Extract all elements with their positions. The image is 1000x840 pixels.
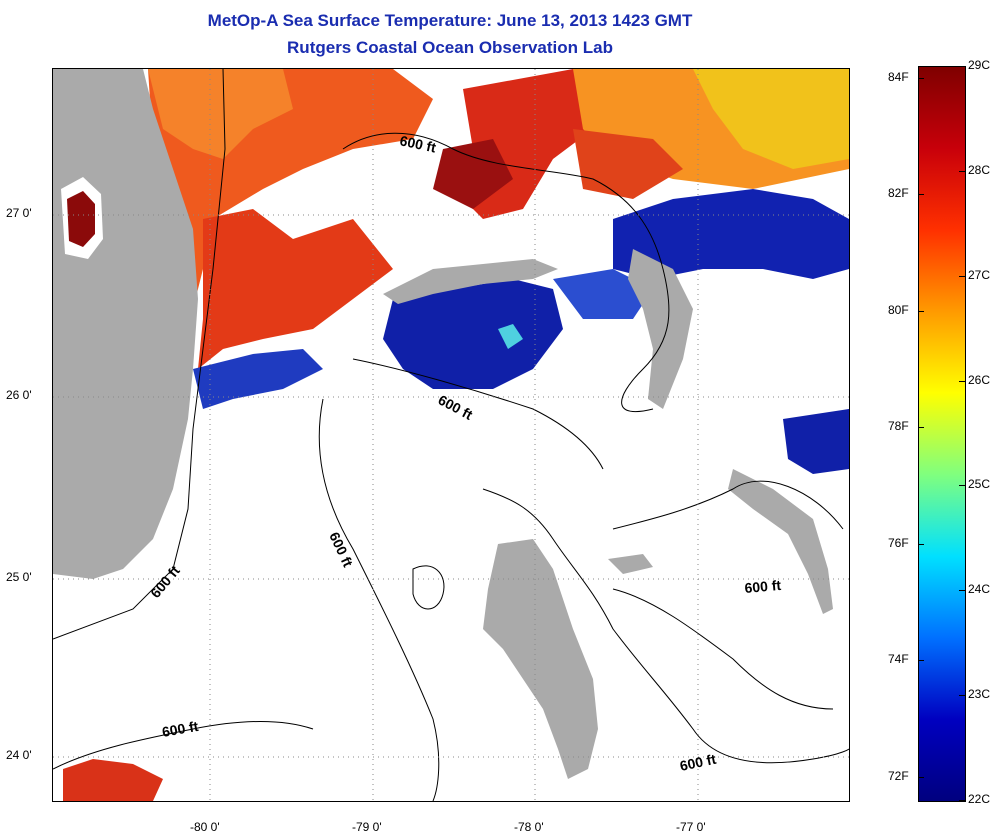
- land-exuma-bank: [608, 554, 653, 574]
- contour-sw-island: [412, 565, 445, 610]
- colorbar-celsius-tick: [959, 66, 965, 67]
- contour-andros-west: [482, 488, 849, 764]
- colorbar-celsius-tick: [959, 380, 965, 382]
- sst-cold-field: [193, 189, 849, 474]
- sst-patch-yellow-ne: [693, 69, 849, 169]
- colorbar-fahrenheit-label: 84F: [888, 69, 909, 84]
- colorbar-fahrenheit-tick: [918, 427, 924, 429]
- colorbar-celsius-label: 25C: [968, 477, 991, 492]
- sst-patch-cyan-speck: [498, 324, 523, 349]
- colorbar-fahrenheit-label: 76F: [888, 535, 909, 550]
- colorbar-fahrenheit-tick: [918, 776, 924, 778]
- lat-tick-label: 26 0': [6, 388, 32, 402]
- colorbar-fahrenheit-label: 78F: [888, 419, 909, 434]
- lon-tick-label: -77 0': [676, 820, 706, 834]
- sst-warm-field: [148, 69, 849, 369]
- land-grand-bahama: [383, 259, 558, 304]
- colorbar-celsius-label: 23C: [968, 687, 991, 702]
- contour-florida-shelf: [53, 69, 226, 640]
- colorbar-celsius-label: 22C: [968, 792, 991, 806]
- colorbar-fahrenheit-label: 72F: [888, 768, 909, 783]
- colorbar-celsius-label: 24C: [968, 582, 991, 597]
- contour-keys: [53, 721, 314, 770]
- sst-patch-coastal-red: [198, 209, 393, 369]
- sst-patch-blue-se: [783, 409, 849, 474]
- map-subtitle: Rutgers Coastal Ocean Observation Lab: [287, 38, 613, 57]
- sst-patch-red-mid: [573, 129, 683, 199]
- colorbar-celsius-tick: [959, 485, 965, 487]
- sst-patch-nw-orange: [148, 69, 293, 159]
- colorbar-celsius-label: 27C: [968, 267, 991, 282]
- contour-tongue: [318, 398, 440, 801]
- lon-tick-label: -79 0': [352, 820, 382, 834]
- contour-label-600ft: 600 ft: [678, 751, 717, 774]
- colorbar-fahrenheit-tick: [918, 310, 924, 312]
- graticule: [53, 69, 849, 801]
- contour-label-600ft: 600 ft: [147, 562, 183, 601]
- colorbar-fahrenheit-label: 82F: [888, 186, 909, 201]
- contour-exuma: [612, 480, 844, 530]
- contour-label-600ft: 600 ft: [161, 718, 200, 740]
- lat-tick-label: 27 0': [6, 206, 32, 220]
- colorbar-fahrenheit-label: 74F: [888, 652, 909, 667]
- contour-se-shelf: [612, 588, 834, 710]
- lon-tick-label: -78 0': [514, 820, 544, 834]
- colorbar-celsius-label: 28C: [968, 162, 991, 177]
- sst-patch-blue-mid: [553, 269, 653, 319]
- isobath-contours: [53, 69, 849, 801]
- contour-gb-south: [352, 358, 604, 470]
- colorbar-celsius-label: 29C: [968, 58, 991, 72]
- contour-label-600ft: 600 ft: [744, 577, 782, 596]
- map-title: MetOp-A Sea Surface Temperature: June 13…: [207, 11, 693, 30]
- lat-tick-label: 24 0': [6, 748, 32, 762]
- colorbar-celsius-tick: [959, 590, 965, 592]
- colorbar-celsius-label: 26C: [968, 372, 991, 387]
- sst-patch-blue-coastal: [193, 349, 323, 409]
- colorbar-fahrenheit-tick: [918, 77, 924, 79]
- colorbar-fahrenheit-tick: [918, 660, 924, 662]
- colorbar-celsius-tick: [959, 695, 965, 697]
- lon-tick-label: -80 0': [190, 820, 220, 834]
- land-eleuthera: [728, 469, 833, 614]
- land-masses: [53, 69, 833, 779]
- colorbar-celsius-tick: [959, 170, 965, 172]
- sst-patch-dark-red: [433, 139, 513, 209]
- sst-patch-blue-central: [383, 279, 563, 389]
- contour-label-600ft: 600 ft: [436, 392, 476, 423]
- land-lake-hot: [67, 191, 95, 247]
- colorbar-fahrenheit-tick: [918, 194, 924, 196]
- colorbar-celsius-tick: [959, 275, 965, 277]
- lat-tick-label: 25 0': [6, 570, 32, 584]
- sst-map-canvas: 600 ft 600 ft 600 ft 600 ft 600 ft 600 f…: [53, 69, 849, 801]
- colorbar-fahrenheit-tick: [918, 543, 924, 545]
- sst-map: 600 ft 600 ft 600 ft 600 ft 600 ft 600 f…: [52, 68, 850, 802]
- colorbar-celsius-tick: [959, 800, 965, 801]
- contour-bahama-bank-north: [342, 132, 670, 413]
- temperature-colorbar: [918, 66, 966, 802]
- land-andros: [483, 539, 598, 779]
- contour-label-600ft: 600 ft: [398, 132, 437, 155]
- land-abaco: [628, 249, 693, 409]
- contour-label-600ft: 600 ft: [326, 530, 356, 570]
- sst-patch-blue-east: [613, 189, 849, 279]
- colorbar-fahrenheit-label: 80F: [888, 302, 909, 317]
- sst-patch-red-sw: [63, 759, 163, 801]
